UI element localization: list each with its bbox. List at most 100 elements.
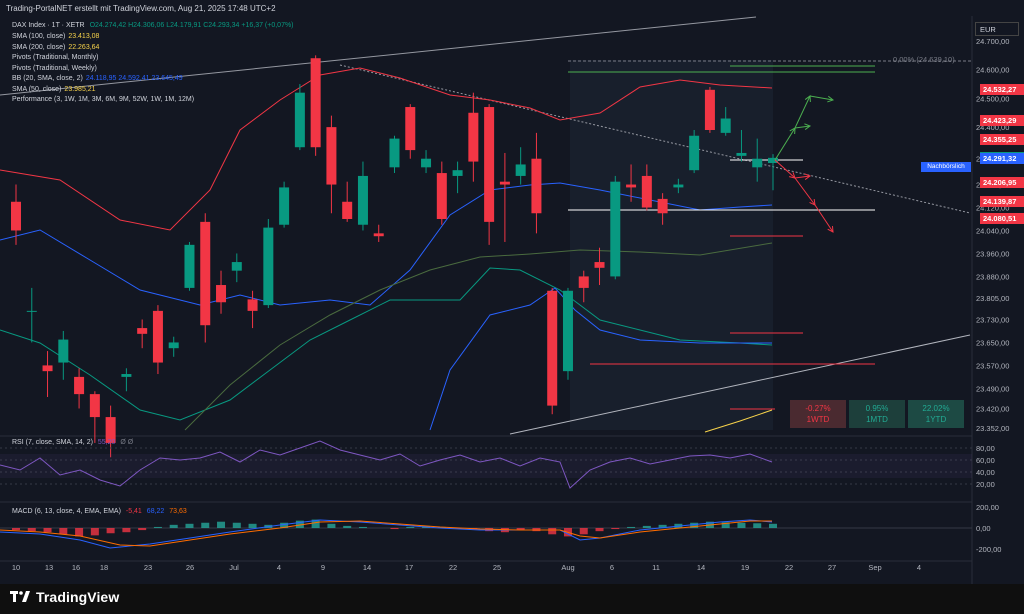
performance-value: 0.95% [865,404,889,413]
performance-period: 1WTD [806,415,830,424]
y-tick-label: 24.400,00 [976,123,1009,132]
indicator-row[interactable]: SMA (200, close) 22.263,64 [12,43,99,52]
sma-50 [184,242,773,431]
indicator-label: Pivots (Traditional, Monthly) [12,54,99,61]
candle-body [657,198,668,214]
footer-bar [0,584,1024,614]
candle-body [373,233,384,237]
price-badge: 24.206,95 [980,177,1024,189]
candle-body [89,394,100,418]
candle-body [405,107,416,151]
candle-body [594,262,605,268]
candle-body [641,175,652,208]
x-tick-label: 22 [785,563,793,572]
rsi-tick-label: 20,00 [976,480,995,489]
x-tick-label: 17 [405,563,413,572]
macd-bar [90,528,99,536]
macd-bar [248,523,257,528]
macd-legend: MACD (6, 13, close, 4, EMA, EMA) -5,41 6… [12,508,187,515]
macd-bar [106,528,115,534]
x-tick-label: 25 [493,563,501,572]
macd-bar [232,522,241,528]
indicator-row[interactable]: BB (20, SMA, close, 2) 24.118,95 24.592,4… [12,74,183,83]
macd-bar [690,522,699,528]
performance-period: 1YTD [925,415,947,424]
macd-bar [611,528,620,530]
price-badge: 24.355,25 [980,134,1024,146]
macd-label: MACD (6, 13, close, 4, EMA, EMA) [12,508,121,515]
indicator-label: SMA (100, close) [12,33,66,40]
x-tick-label: 26 [186,563,194,572]
macd-bar [548,528,557,535]
projection-arrow [794,175,811,179]
tradingview-logo[interactable]: TradingView [10,589,119,605]
indicator-row[interactable]: Pivots (Traditional, Weekly) [12,64,97,73]
x-tick-label: 14 [363,563,371,572]
indicator-value: 24.118,95 24.592,41 23.645,49 [85,75,183,82]
candle-body [168,342,179,349]
y-tick-label: 23.960,00 [976,249,1009,258]
candle-body [547,290,558,406]
candle-body [310,58,321,148]
x-tick-label: 9 [321,563,325,572]
candle-body [515,164,526,176]
indicator-row[interactable]: SMA (100, close) 23.413,08 [12,32,99,41]
macd-bar [185,523,194,528]
x-tick-label: 4 [917,563,921,572]
projection-arrow [794,95,811,129]
indicator-row[interactable]: SMA (50, close) 23.985,21 [12,85,96,94]
macd-bar [59,528,68,535]
price-badge: 24.291,32 [980,152,1024,164]
macd-bar [295,520,304,528]
highlight-zone [570,60,773,430]
macd-bar [138,528,147,531]
projection-arrow [774,127,796,161]
rsi-tick-label: 60,00 [976,456,995,465]
indicator-value: 23.985,21 [64,85,96,93]
candle-body [689,135,700,171]
y-tick-label: 23.490,00 [976,384,1009,393]
macd-bar [327,523,336,528]
macd-value: 68,22 [146,508,165,515]
candle-body [626,184,637,188]
x-tick-label: 23 [144,563,152,572]
candle-body [121,374,132,377]
candle-body [562,290,573,372]
macd-bar [595,528,604,532]
arrow-head [827,95,835,103]
indicator-label: Performance (3, 1W, 1M, 3M, 6M, 9M, 52W,… [12,96,195,103]
candle-body [499,181,510,185]
macd-bar [43,528,52,533]
macd-bar [153,526,162,528]
sma-100 [704,409,773,433]
arrow-head [804,173,812,180]
y-tick-label: 23.730,00 [976,315,1009,324]
x-tick-label: 16 [72,563,80,572]
logo-text: TradingView [36,589,120,605]
indicator-value: 23.413,08 [68,33,100,40]
indicator-row[interactable]: Performance (3, 1W, 1M, 3M, 6M, 9M, 52W,… [12,95,194,104]
bb-lower-area [0,267,773,421]
candle-body [610,181,621,277]
candle-body [673,184,684,188]
macd-bar [737,522,746,528]
macd-bar [627,526,636,528]
symbol-line: DAX Index · 1T · XETR O24.274,42 H24.306… [12,21,294,30]
x-tick-label: 4 [277,563,281,572]
indicator-row[interactable]: Pivots (Traditional, Monthly) [12,53,99,62]
macd-bar [721,522,730,528]
macd-tick-label: 200,00 [976,503,999,512]
candle-body [342,201,353,219]
candle-body [137,328,148,334]
x-tick-label: 10 [12,563,20,572]
macd-bar [122,528,131,533]
performance-box: 0.95% 1MTD [849,400,905,428]
macd-bar [217,521,226,528]
bb-upper [0,67,773,231]
projection-arrow [814,204,834,233]
y-tick-label: 23.420,00 [976,404,1009,413]
trendline-lower [509,334,971,435]
x-tick-label: 14 [697,563,705,572]
currency-selector[interactable]: EUR [975,22,1019,36]
